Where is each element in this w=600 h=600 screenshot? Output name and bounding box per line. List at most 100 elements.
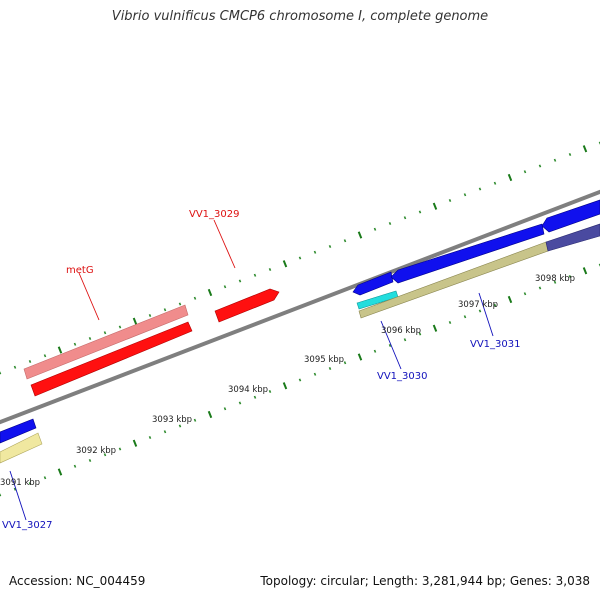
minor-tick — [253, 273, 257, 277]
scale-label: 3095 kbp — [304, 355, 344, 365]
minor-tick — [223, 285, 227, 289]
minor-tick — [418, 210, 422, 214]
minor-tick — [253, 395, 257, 399]
minor-tick — [313, 250, 317, 254]
minor-tick — [403, 216, 407, 220]
scale-label: 3096 kbp — [381, 326, 421, 336]
scale-label: 3098 kbp — [535, 274, 575, 284]
vv1-3029-leader-line — [213, 219, 236, 269]
minor-tick — [463, 193, 467, 197]
minor-tick — [103, 453, 107, 457]
minor-tick — [0, 371, 2, 375]
gene-label-vv1-3027[interactable]: VV1_3027 — [2, 520, 53, 531]
minor-tick — [193, 418, 197, 422]
minor-tick — [568, 152, 572, 157]
major-tick — [57, 346, 63, 354]
vv1-3031-leader-line — [478, 292, 494, 337]
minor-tick — [313, 372, 317, 376]
gene-label-vv1-3030[interactable]: VV1_3030 — [377, 371, 428, 382]
minor-tick — [118, 325, 122, 329]
vv1-3030-leader-line — [380, 320, 402, 370]
scale-label: 3091 kbp — [0, 478, 40, 488]
metg-leader-line — [78, 272, 100, 321]
metg-rna-feature[interactable] — [23, 304, 189, 380]
vv1-3027-leader-line — [9, 470, 27, 521]
minor-tick — [403, 338, 407, 342]
minor-tick — [538, 286, 542, 290]
minor-tick — [298, 378, 302, 382]
scale-labels: 3091 kbp 3092 kbp 3093 kbp 3094 kbp 3095… — [0, 274, 575, 488]
minor-tick — [343, 361, 347, 365]
scale-label: 3094 kbp — [228, 385, 268, 395]
minor-tick — [538, 164, 542, 168]
minor-tick — [118, 447, 122, 451]
minor-tick — [388, 343, 392, 348]
major-tick — [507, 173, 513, 182]
page-title: Vibrio vulnificus CMCP6 chromosome I, co… — [111, 9, 489, 24]
minor-tick — [43, 476, 47, 480]
vv1-3032-gene[interactable] — [541, 199, 600, 233]
gene-label-metg[interactable]: metG — [66, 265, 94, 276]
minor-tick — [193, 296, 197, 300]
minor-tick — [178, 302, 182, 306]
metg-gene[interactable] — [30, 321, 193, 397]
minor-tick — [238, 401, 242, 405]
minor-tick — [13, 487, 17, 491]
minor-tick — [28, 481, 32, 486]
major-tick — [432, 202, 438, 210]
vv1-3029-gene[interactable] — [214, 288, 280, 323]
minor-tick — [0, 493, 2, 497]
major-tick — [582, 267, 588, 275]
minor-tick — [418, 332, 422, 336]
vv1-3032-cds[interactable] — [545, 223, 600, 252]
minor-tick — [523, 170, 527, 174]
scale-label: 3097 kbp — [458, 300, 498, 310]
minor-tick — [328, 366, 332, 371]
scale-label: 3093 kbp — [152, 415, 192, 425]
major-tick — [507, 295, 513, 304]
accession-text: Accession: NC_004459 — [9, 574, 146, 588]
major-tick — [582, 145, 588, 153]
minor-tick — [43, 354, 47, 358]
minor-tick — [73, 342, 77, 346]
minor-tick — [238, 279, 242, 283]
minor-tick — [103, 331, 107, 335]
major-tick — [282, 260, 288, 268]
gene-features — [0, 199, 600, 464]
minor-tick — [478, 309, 482, 313]
minor-tick — [478, 187, 482, 191]
major-tick — [207, 288, 213, 297]
minor-tick — [523, 292, 527, 296]
major-tick — [57, 468, 63, 476]
major-tick — [432, 324, 438, 332]
minor-tick — [148, 435, 152, 440]
minor-tick — [13, 365, 17, 369]
scale-label: 3092 kbp — [76, 446, 116, 456]
minor-tick — [163, 308, 167, 312]
vv1-3027-cds[interactable] — [0, 432, 43, 464]
minor-tick — [373, 349, 377, 353]
outer-scale-ticks — [0, 141, 600, 375]
minor-tick — [568, 274, 572, 279]
major-tick — [207, 410, 213, 419]
major-tick — [357, 353, 363, 361]
major-tick — [132, 317, 138, 325]
minor-tick — [223, 407, 227, 411]
vv1-3030-gene[interactable] — [352, 271, 394, 296]
minor-tick — [28, 359, 32, 364]
genome-backbone — [0, 189, 600, 425]
gene-label-vv1-3031[interactable]: VV1_3031 — [470, 339, 521, 350]
minor-tick — [268, 267, 272, 272]
gene-label-vv1-3029[interactable]: VV1_3029 — [189, 209, 240, 220]
vv1-3031-gene[interactable] — [390, 223, 545, 284]
minor-tick — [328, 244, 332, 249]
major-tick — [132, 439, 138, 447]
major-tick — [282, 382, 288, 390]
minor-tick — [388, 221, 392, 226]
minor-tick — [493, 181, 497, 185]
vv1-3027-gene[interactable] — [0, 418, 37, 444]
minor-tick — [463, 315, 467, 319]
minor-tick — [268, 389, 272, 394]
major-tick — [357, 231, 363, 239]
